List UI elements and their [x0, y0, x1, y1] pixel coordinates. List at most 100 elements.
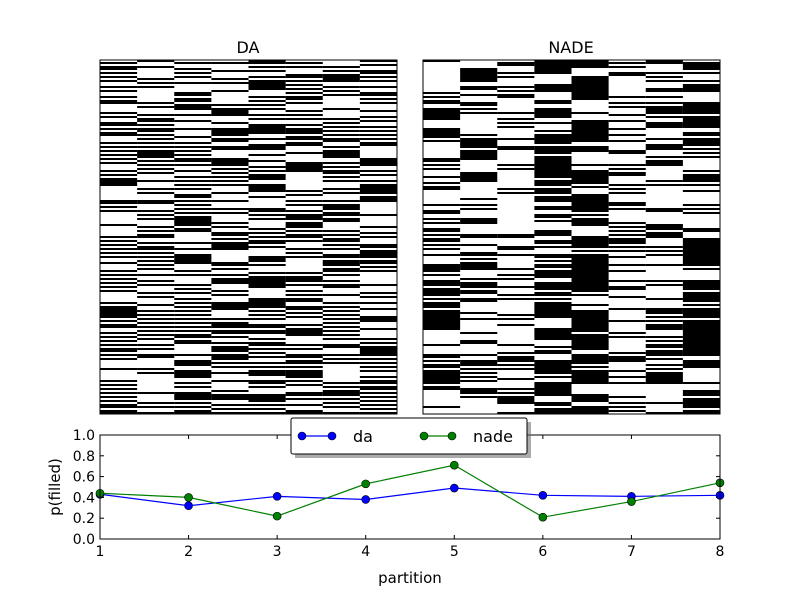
nade-heatmap-cell [682, 212, 721, 214]
da-heatmap-cell [285, 152, 323, 154]
da-heatmap-cell [137, 274, 175, 276]
nade-heatmap-cell [423, 158, 461, 162]
nade-heatmap-cell [534, 230, 572, 236]
da-heatmap-cell [359, 244, 398, 248]
nade-heatmap-cell [497, 188, 535, 190]
nade-heatmap-cell [608, 168, 646, 170]
nade-heatmap-cell [423, 168, 461, 170]
da-heatmap-cell [100, 146, 138, 148]
nade-heatmap-cell [423, 222, 461, 224]
da-heatmap-column [174, 62, 212, 414]
da-series-line [99, 487, 721, 507]
nade-heatmap-cell [608, 234, 646, 236]
da-heatmap-cell [174, 322, 212, 324]
da-heatmap-cell [285, 102, 323, 104]
da-heatmap-cell [248, 114, 286, 116]
da-heatmap-panel: DA [99, 38, 398, 415]
da-heatmap-cell [322, 330, 360, 332]
nade-heatmap-cell [497, 76, 535, 78]
da-heatmap-cell [322, 212, 360, 216]
nade-heatmap-cell [497, 412, 535, 414]
nade-heatmap-cell [645, 88, 683, 92]
nade-heatmap-cell [534, 240, 572, 244]
da-heatmap-cell [174, 188, 212, 190]
da-heatmap-cell [100, 340, 138, 342]
da-heatmap-cell [211, 78, 249, 80]
nade-heatmap-cell [534, 122, 572, 124]
da-heatmap-cell [100, 282, 138, 284]
da-heatmap-cell [248, 408, 286, 410]
da-heatmap-cell [211, 302, 249, 310]
da-heatmap-cell [322, 344, 360, 348]
nade-heatmap-cell [645, 116, 683, 118]
da-heatmap-cell [285, 294, 323, 296]
da-heatmap-cell [285, 298, 323, 302]
da-heatmap-cell [248, 348, 286, 350]
da-heatmap-cell [137, 60, 175, 62]
da-heatmap-cell [174, 354, 212, 356]
da-heatmap-cell [137, 142, 175, 144]
nade-heatmap-cell [534, 298, 572, 300]
nade-heatmap-cell [571, 366, 609, 368]
da-heatmap-cell [174, 284, 212, 286]
nade-heatmap-cell [571, 146, 609, 152]
nade-heatmap-cell [571, 310, 609, 332]
da-heatmap-cell [137, 368, 175, 370]
nade-heatmap-cell [497, 352, 535, 354]
nade-heatmap-cell [534, 156, 572, 178]
da-heatmap-cell [174, 288, 212, 290]
nade-heatmap-cell [608, 246, 646, 248]
da-heatmap-title: DA [237, 38, 260, 57]
x-tick-label: 6 [538, 544, 547, 560]
da-heatmap-cell [248, 184, 286, 192]
nade-heatmap-cell [460, 102, 498, 106]
nade-heatmap-cell [571, 370, 609, 384]
nade-heatmap-cell [645, 106, 683, 114]
da-heatmap-cell [211, 192, 249, 194]
da-heatmap-cell [100, 240, 138, 242]
da-heatmap-cell [137, 296, 175, 298]
nade-heatmap-cell [423, 210, 461, 214]
nade-heatmap-cell [645, 350, 683, 356]
nade-heatmap-cell [423, 100, 461, 104]
nade-heatmap-cell [534, 84, 572, 92]
da-heatmap-cell [248, 232, 286, 234]
da-heatmap-cell [137, 268, 175, 270]
nade-heatmap-cell [608, 410, 646, 412]
nade-heatmap-cell [571, 112, 609, 114]
da-heatmap-cell [322, 412, 360, 414]
da-heatmap-cell [137, 214, 175, 216]
nade-heatmap-cell [423, 248, 461, 250]
da-heatmap-cell [174, 180, 212, 182]
da-heatmap-cell [322, 402, 360, 404]
nade-heatmap-cell [608, 208, 646, 210]
nade-heatmap-cell [571, 218, 609, 226]
da-heatmap-cell [248, 352, 286, 354]
nade-heatmap-cell [608, 66, 646, 68]
da-heatmap-cell [322, 334, 360, 336]
x-axis-label: partition [378, 569, 442, 587]
da-heatmap-cell [137, 406, 175, 408]
nade-heatmap-cell [497, 378, 535, 380]
da-heatmap-cell [174, 406, 212, 408]
da-heatmap-cell [137, 160, 175, 162]
nade-heatmap-cell [423, 238, 461, 242]
da-heatmap-cell [174, 114, 212, 116]
nade-heatmap-cell [682, 174, 721, 182]
da-heatmap-cell [359, 174, 398, 176]
nade-heatmap-cell [645, 358, 683, 360]
nade-heatmap-cell [682, 228, 721, 232]
nade-heatmap-cell [608, 172, 646, 176]
da-heatmap-cell [359, 60, 398, 62]
da-heatmap-cell [322, 244, 360, 246]
nade-heatmap-cell [497, 344, 535, 346]
da-heatmap-cell [248, 356, 286, 358]
da-heatmap-cell [100, 302, 138, 304]
da-heatmap-cell [100, 236, 138, 238]
da-heatmap-cell [248, 160, 286, 162]
da-heatmap-cell [248, 228, 286, 230]
da-heatmap-cell [137, 326, 175, 328]
da-heatmap-cell [174, 150, 212, 152]
da-heatmap-cell [322, 134, 360, 136]
da-heatmap-cell [359, 400, 398, 402]
